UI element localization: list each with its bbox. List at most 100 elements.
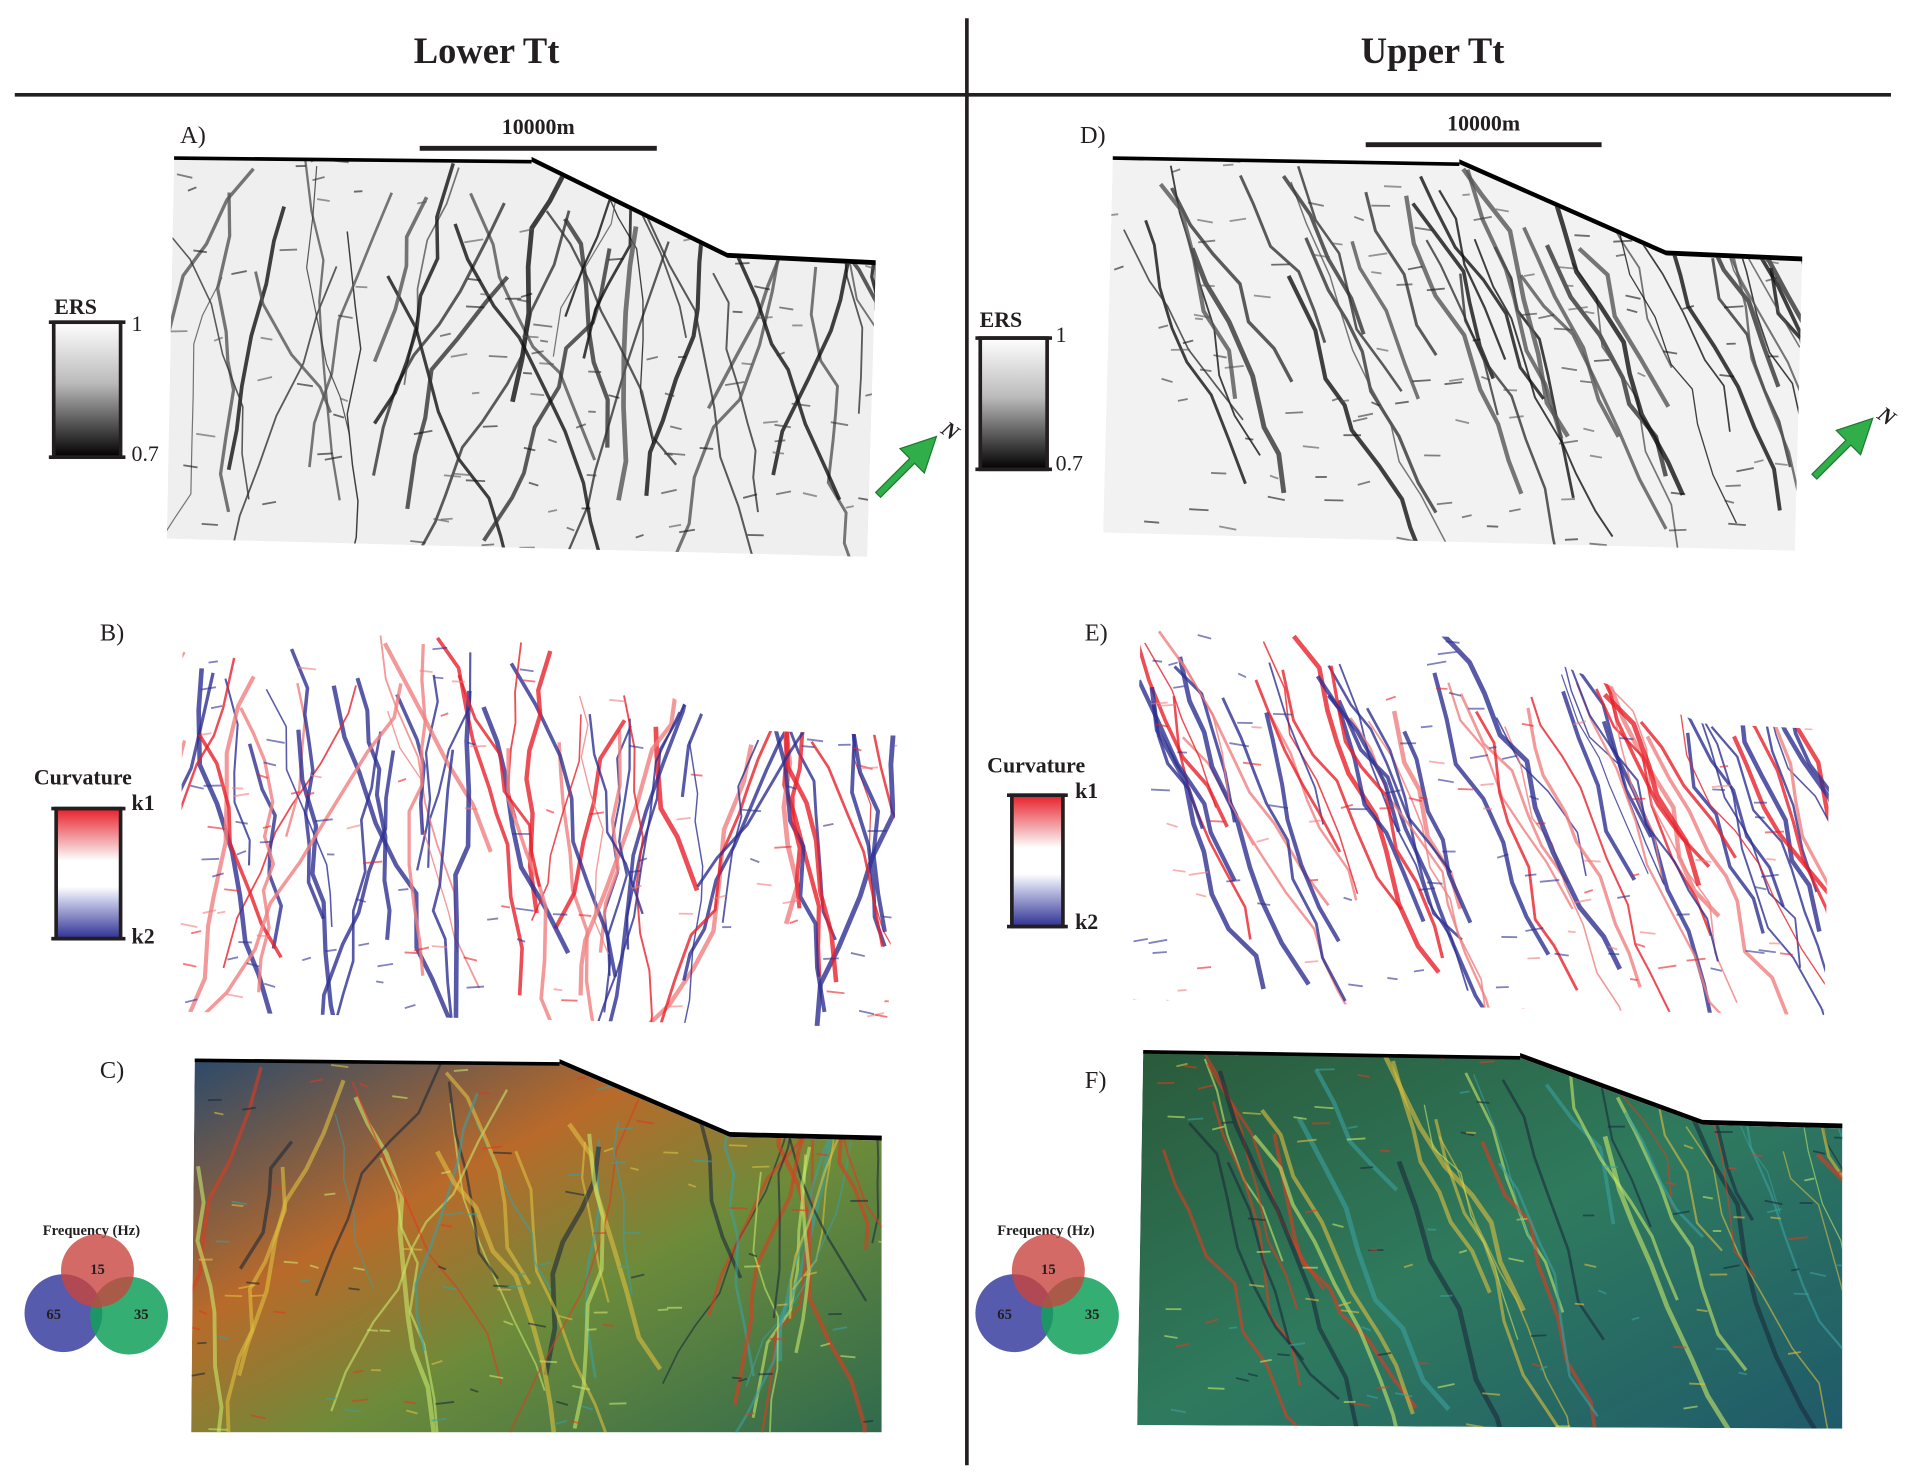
texture (1584, 1263, 1597, 1268)
texture (1307, 201, 1324, 207)
lineament (180, 672, 215, 976)
texture (748, 1252, 758, 1258)
texture (1251, 726, 1262, 729)
texture (1413, 969, 1425, 973)
texture (699, 447, 714, 450)
texture (1539, 1365, 1548, 1371)
texture (1750, 1102, 1765, 1108)
texture (1164, 1334, 1178, 1339)
texture (1614, 194, 1631, 200)
texture (556, 1400, 569, 1406)
colorbar-bracket (1007, 793, 1068, 929)
texture (845, 505, 854, 509)
texture (661, 488, 677, 495)
texture (1437, 778, 1454, 784)
texture (1113, 265, 1124, 271)
texture (785, 784, 797, 790)
lineament (226, 206, 286, 471)
texture (1583, 427, 1595, 433)
lineament (1788, 714, 1831, 901)
texture (1459, 1090, 1470, 1094)
texture (464, 807, 478, 811)
texture (1668, 528, 1687, 532)
texture (1787, 1351, 1801, 1355)
texture (1753, 459, 1764, 464)
texture (403, 1248, 423, 1251)
legend-title: ERS (54, 295, 97, 319)
texture (1804, 1177, 1815, 1182)
texture (1348, 983, 1363, 988)
texture (1226, 879, 1241, 883)
texture (1617, 894, 1631, 899)
attribute-map (1103, 158, 1803, 551)
lineament (721, 739, 760, 923)
texture (1790, 1073, 1800, 1080)
texture (523, 679, 536, 683)
texture (189, 1018, 201, 1023)
texture (398, 888, 409, 891)
lineament (1560, 652, 1665, 885)
texture (676, 817, 691, 821)
texture (529, 552, 541, 557)
texture (1437, 1383, 1455, 1389)
texture (769, 1337, 786, 1341)
texture (1530, 1334, 1547, 1337)
texture (273, 1310, 286, 1314)
texture (1458, 1249, 1468, 1254)
texture (1269, 474, 1279, 480)
texture (471, 391, 480, 395)
texture (587, 1328, 597, 1331)
texture (779, 226, 791, 231)
lineament (1262, 641, 1359, 895)
texture (777, 1303, 788, 1307)
texture (1711, 784, 1731, 788)
lineament (1327, 694, 1401, 833)
texture (1221, 1121, 1234, 1124)
texture (566, 526, 575, 532)
lineament (1158, 182, 1238, 399)
lineament (407, 644, 427, 976)
texture (431, 1417, 447, 1422)
lineament (510, 173, 566, 403)
lineament (565, 711, 681, 1028)
texture (1658, 1098, 1672, 1104)
lineament (1526, 707, 1642, 988)
texture (810, 1129, 825, 1133)
panel-label: D) (1080, 122, 1106, 149)
lineament (1602, 692, 1702, 887)
texture (262, 500, 277, 506)
texture (850, 952, 865, 958)
texture (858, 1009, 875, 1015)
texture (1350, 1402, 1370, 1407)
lineament (837, 1111, 870, 1250)
texture (1150, 701, 1168, 705)
texture (214, 1111, 224, 1116)
texture (1159, 703, 1179, 707)
texture (1745, 949, 1765, 955)
texture (431, 1359, 443, 1366)
lineament (1561, 690, 1637, 881)
freq-green-label: 35 (1085, 1307, 1100, 1323)
texture (492, 1151, 512, 1155)
texture (820, 1342, 831, 1348)
texture (622, 1231, 641, 1235)
lineament (1404, 195, 1524, 495)
texture (657, 1308, 669, 1312)
texture (489, 1374, 504, 1379)
texture (1539, 879, 1560, 883)
texture (233, 792, 250, 798)
texture (246, 1281, 260, 1285)
texture (830, 421, 849, 427)
texture (1242, 1111, 1261, 1115)
texture (1408, 797, 1422, 802)
lineament (453, 223, 627, 557)
lineament (1423, 1104, 1519, 1340)
lineament (1268, 662, 1325, 825)
texture (324, 455, 343, 461)
texture (732, 310, 743, 314)
texture (325, 948, 337, 953)
lineament (1260, 1108, 1415, 1415)
lineament (868, 714, 898, 943)
lineament (1365, 707, 1463, 941)
